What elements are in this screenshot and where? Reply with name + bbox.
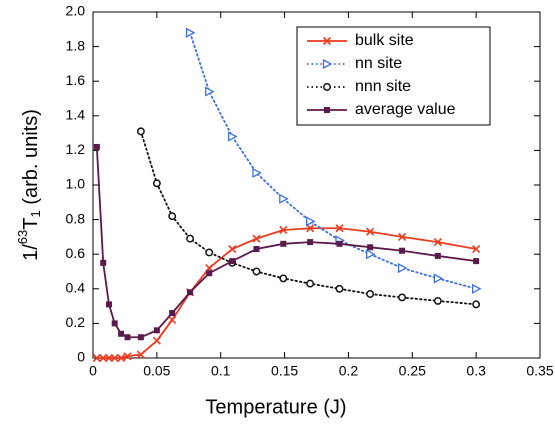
marker <box>397 262 408 274</box>
marker <box>306 224 315 233</box>
marker <box>365 249 376 260</box>
marker <box>252 234 261 243</box>
marker <box>279 225 288 235</box>
marker <box>153 327 160 334</box>
marker <box>136 127 145 136</box>
marker <box>228 244 237 254</box>
marker <box>169 310 176 317</box>
marker <box>366 290 375 298</box>
marker <box>137 334 144 341</box>
x-axis-label: Temperature (J) <box>205 396 346 418</box>
marker <box>280 240 287 247</box>
series-line <box>139 130 478 306</box>
marker <box>471 283 482 294</box>
marker <box>279 274 288 283</box>
legend-marker <box>323 83 331 91</box>
legend-marker <box>324 107 330 113</box>
marker <box>124 334 131 341</box>
marker <box>118 330 125 337</box>
legend-label: nnn site <box>355 78 411 95</box>
y-axis-label: 1/63T1 (arb. units) <box>15 109 43 261</box>
marker <box>152 179 161 188</box>
series-line <box>189 31 478 290</box>
marker <box>111 320 118 327</box>
marker <box>473 258 480 265</box>
y-tick-label: 1.2 <box>66 141 86 157</box>
marker <box>336 240 343 247</box>
y-tick-label: 0.8 <box>66 210 86 226</box>
marker <box>433 296 442 305</box>
marker <box>307 239 314 246</box>
marker <box>335 224 344 233</box>
y-tick-label: 0 <box>77 349 85 365</box>
y-tick-label: 0.4 <box>66 280 86 296</box>
marker <box>279 193 289 204</box>
marker <box>93 143 100 150</box>
marker <box>117 353 126 363</box>
marker <box>253 246 260 253</box>
marker <box>92 353 101 363</box>
marker <box>335 284 344 293</box>
marker <box>205 248 214 257</box>
marker <box>187 289 194 296</box>
legend-label: bulk site <box>355 32 414 49</box>
marker <box>366 227 375 236</box>
y-label-part: 1/ <box>20 244 42 261</box>
y-tick-label: 1.0 <box>66 176 86 192</box>
legend-label: nn site <box>355 55 402 72</box>
marker <box>305 216 316 227</box>
marker <box>398 293 407 302</box>
marker <box>252 167 262 178</box>
y-tick-label: 1.6 <box>66 72 86 88</box>
marker <box>205 86 215 97</box>
marker <box>433 238 442 247</box>
marker <box>186 234 195 243</box>
marker <box>472 244 481 254</box>
marker <box>110 353 119 363</box>
marker <box>168 315 177 325</box>
legend-marker <box>322 36 332 46</box>
y-tick-label: 1.4 <box>66 107 86 123</box>
x-tick-label: 0 <box>89 363 97 379</box>
marker <box>367 244 374 251</box>
marker <box>434 252 441 259</box>
x-tick-label: 0.05 <box>143 363 170 379</box>
x-tick-label: 0.1 <box>211 363 231 379</box>
x-tick-label: 0.25 <box>399 363 426 379</box>
legend-marker <box>322 58 333 70</box>
y-tick-label: 0.6 <box>66 245 86 261</box>
y-tick-label: 1.8 <box>66 37 86 53</box>
marker <box>105 301 112 308</box>
marker <box>306 279 315 288</box>
x-tick-label: 0.35 <box>526 363 553 379</box>
marker <box>168 212 177 221</box>
legend: bulk site nn site nnn site average value <box>296 26 491 126</box>
x-tick-label: 0.2 <box>339 363 359 379</box>
marker <box>136 350 145 359</box>
marker <box>228 131 238 142</box>
marker <box>472 300 481 309</box>
marker <box>152 336 161 345</box>
x-tick-label: 0.3 <box>466 363 486 379</box>
y-label-part: (arb. units) <box>20 109 42 210</box>
marker <box>206 270 213 277</box>
marker <box>100 259 107 266</box>
y-tick-label: 0.2 <box>66 314 86 330</box>
marker <box>185 27 196 38</box>
marker <box>398 232 407 241</box>
y-label-sub: 1 <box>28 210 43 217</box>
marker <box>229 258 236 265</box>
marker <box>252 267 261 276</box>
legend-label: average value <box>355 101 456 118</box>
y-tick-label: 2.0 <box>66 3 86 19</box>
y-label-sup: 63 <box>15 230 30 244</box>
y-label-part: T <box>20 218 42 230</box>
marker <box>123 352 132 361</box>
marker <box>399 247 406 254</box>
x-tick-label: 0.15 <box>271 363 298 379</box>
marker <box>433 273 444 284</box>
